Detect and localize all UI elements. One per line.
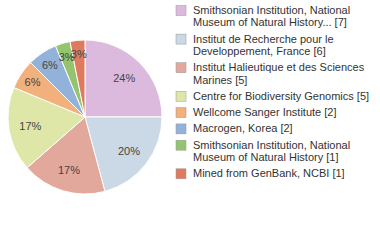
data-label: 3% — [71, 48, 87, 60]
legend-line: Developpement, France [6] — [193, 45, 326, 57]
chart-root: 24%20%17%17%6%6%3%3%Smithsonian Institut… — [0, 0, 380, 240]
legend-line: Centre for Biodiversity Genomics [5] — [193, 90, 369, 102]
legend-label: Wellcome Sanger Institute [2] — [193, 106, 336, 118]
legend-label: Institut Halieutique et des SciencesMari… — [193, 61, 365, 85]
legend: Smithsonian Institution, NationalMuseum … — [176, 4, 369, 179]
legend-line: Museum of Natural History... [7] — [193, 16, 347, 28]
data-label: 17% — [58, 164, 80, 176]
legend-line: Mined from GenBank, NCBI [1] — [193, 167, 345, 179]
legend-line: Marines [5] — [193, 74, 247, 86]
legend-swatch — [176, 169, 186, 179]
legend-swatch — [176, 34, 186, 44]
legend-line: Wellcome Sanger Institute [2] — [193, 106, 336, 118]
legend-line: Institut de Recherche pour le — [193, 33, 334, 45]
legend-label: Mined from GenBank, NCBI [1] — [193, 167, 345, 179]
legend-swatch — [176, 140, 186, 150]
legend-line: Macrogen, Korea [2] — [193, 122, 293, 134]
legend-line: Smithsonian Institution, National — [193, 4, 350, 16]
data-label: 17% — [19, 120, 41, 132]
legend-label: Macrogen, Korea [2] — [193, 122, 293, 134]
pie-slice — [85, 40, 162, 117]
legend-label: Smithsonian Institution, NationalMuseum … — [193, 4, 350, 28]
legend-line: Institut Halieutique et des Sciences — [193, 61, 365, 73]
chart: 24%20%17%17%6%6%3%3%Smithsonian Institut… — [0, 0, 380, 240]
data-labels: 24%20%17%17%6%6%3%3% — [19, 48, 140, 176]
legend-swatch — [176, 63, 186, 73]
data-label: 24% — [113, 72, 135, 84]
legend-line: Smithsonian Institution, National — [193, 139, 350, 151]
legend-swatch — [176, 91, 186, 101]
data-label: 6% — [42, 59, 58, 71]
legend-label: Centre for Biodiversity Genomics [5] — [193, 90, 369, 102]
data-label: 6% — [25, 76, 41, 88]
legend-line: Museum of Natural History [1] — [193, 151, 339, 163]
pie-slices — [8, 40, 162, 194]
legend-label: Smithsonian Institution, NationalMuseum … — [193, 139, 350, 163]
legend-swatch — [176, 124, 186, 134]
data-label: 20% — [118, 145, 140, 157]
legend-swatch — [176, 108, 186, 118]
legend-swatch — [176, 6, 186, 16]
legend-label: Institut de Recherche pour leDeveloppeme… — [193, 33, 334, 57]
